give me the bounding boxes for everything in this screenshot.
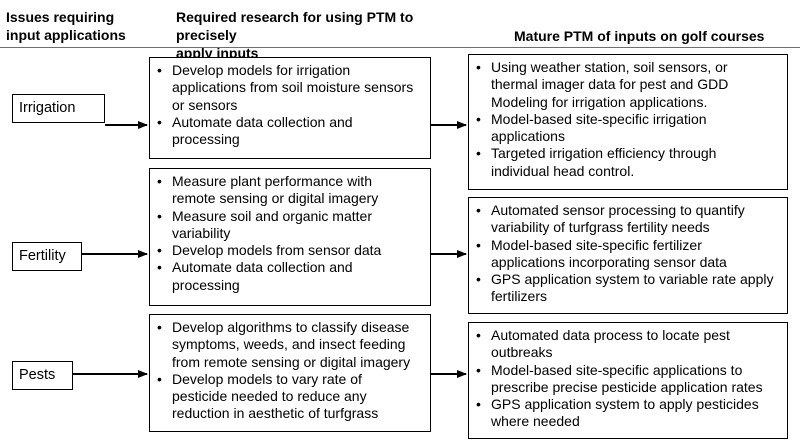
research-box-irrigation: Develop models for irrigation applicatio… [149,57,431,159]
header-issues-line-2: input applications [6,27,126,43]
mature-irrigation-item-2: Model-based site-specific irrigation app… [473,111,781,146]
header-mature: Mature PTM of inputs on golf courses [514,27,794,45]
mature-pests-item-2: Model-based site-specific applications t… [473,362,781,397]
issue-irrigation-label: Irrigation [19,100,76,116]
research-pests-item-1: Develop algorithms to classify disease s… [154,319,424,371]
header-issues: Issues requiring input applications [6,8,156,44]
issue-pests-label: Pests [19,367,56,383]
research-fertility-item-4: Automate data collection and processing [154,259,424,294]
research-fertility-item-1: Measure plant performance with remote se… [154,173,424,208]
mature-box-irrigation: Using weather station, soil sensors, or … [468,54,788,190]
header-mature-line-1: Mature PTM of inputs on golf courses [514,28,765,44]
header-divider [0,47,800,48]
research-fertility-item-3: Develop models from sensor data [154,242,424,260]
issue-pests: Pests [12,361,73,390]
research-irrigation-item-2: Automate data collection and processing [154,114,424,149]
header-research-line-1: Required research for using PTM to preci… [176,9,414,43]
header-research: Required research for using PTM to preci… [176,8,466,62]
research-fertility-item-2: Measure soil and organic matter variabil… [154,208,424,243]
issue-fertility-label: Fertility [19,248,66,264]
mature-pests-item-3: GPS application system to apply pesticid… [473,396,781,431]
mature-box-pests: Automated data process to locate pest ou… [468,322,788,439]
mature-pests-item-1: Automated data process to locate pest ou… [473,327,781,362]
research-box-pests: Develop algorithms to classify disease s… [149,314,431,432]
mature-fertility-item-2: Model-based site-specific fertilizer app… [473,237,781,272]
research-irrigation-item-1: Develop models for irrigation applicatio… [154,62,424,114]
header-issues-line-1: Issues requiring [6,9,115,25]
mature-fertility-item-1: Automated sensor processing to quantify … [473,202,781,237]
research-box-fertility: Measure plant performance with remote se… [149,168,431,306]
mature-irrigation-item-3: Targeted irrigation efficiency through i… [473,145,781,180]
issue-irrigation: Irrigation [12,94,105,123]
mature-irrigation-item-1: Using weather station, soil sensors, or … [473,59,781,111]
research-pests-item-2: Develop models to vary rate of pesticide… [154,371,424,423]
mature-box-fertility: Automated sensor processing to quantify … [468,197,788,314]
mature-fertility-item-3: GPS application system to variable rate … [473,271,781,306]
issue-fertility: Fertility [12,242,82,271]
